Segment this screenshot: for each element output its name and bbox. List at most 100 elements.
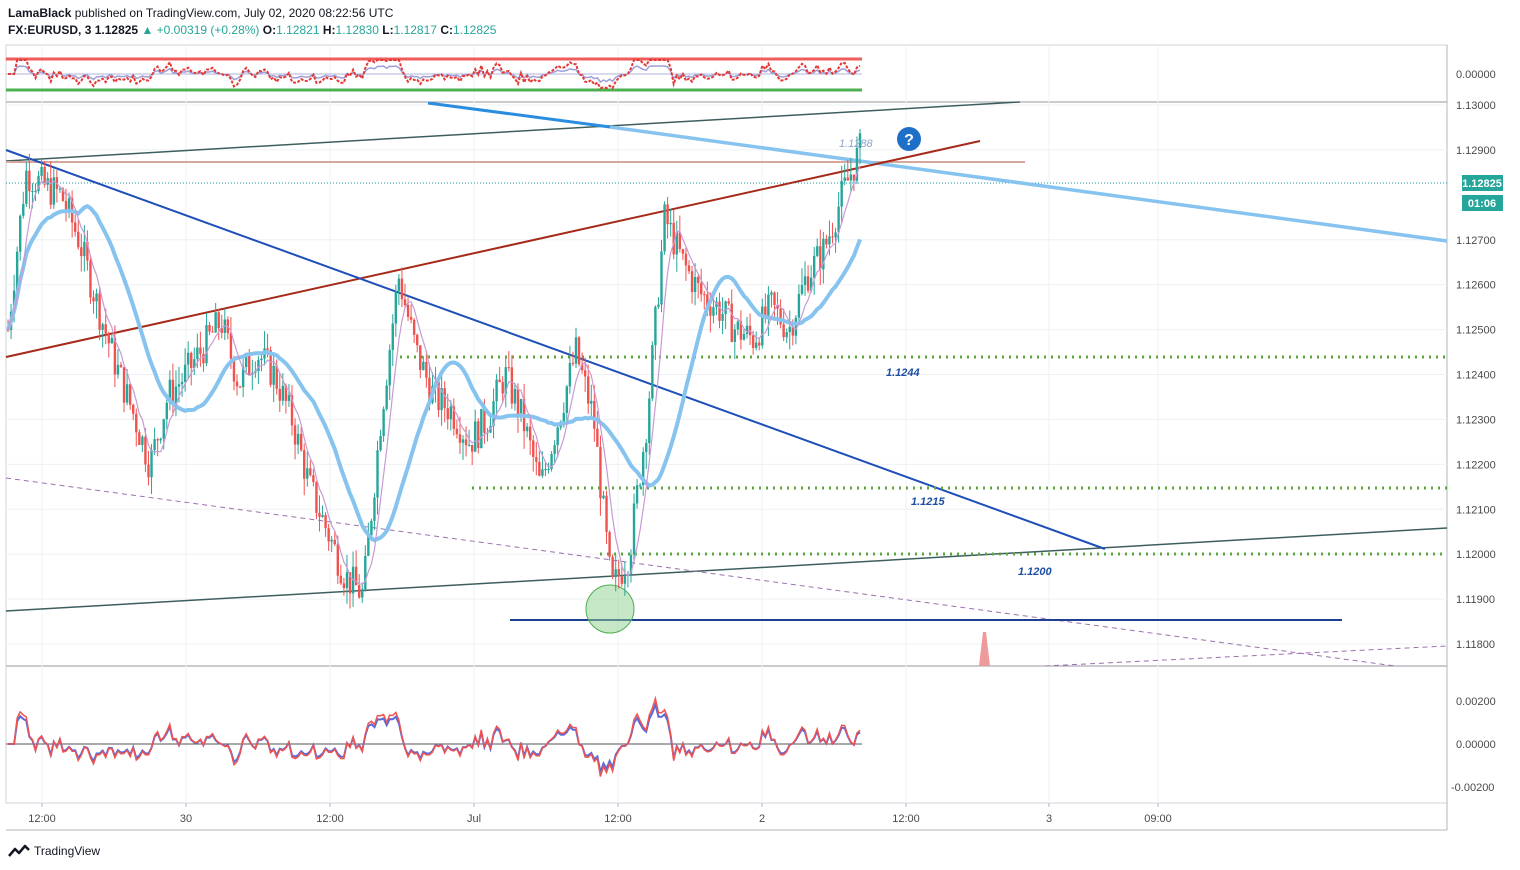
- osc2-tick-label: -0.00200: [1451, 782, 1494, 794]
- candle-body: [266, 348, 269, 351]
- candle-body: [629, 554, 633, 575]
- candle-body: [437, 381, 440, 411]
- candle-body: [388, 349, 391, 386]
- candle-body: [669, 222, 672, 225]
- publish-info: LamaBlack published on TradingView.com, …: [8, 6, 393, 20]
- candle-body: [843, 177, 846, 181]
- channel-lower-line[interactable]: [5, 527, 1448, 612]
- countdown-tag-text: 01:06: [1468, 198, 1496, 210]
- candle-body: [122, 367, 126, 403]
- candle-body: [767, 294, 770, 319]
- candle-body: [446, 408, 449, 420]
- candle-body: [855, 147, 859, 181]
- candle-body: [696, 277, 700, 284]
- candle-body: [483, 408, 486, 433]
- candle-body: [504, 367, 507, 394]
- candle-body: [754, 342, 758, 348]
- candle-body: [547, 468, 550, 470]
- channel-upper-line[interactable]: [5, 101, 1021, 162]
- candle-body: [770, 292, 773, 295]
- tradingview-logo[interactable]: TradingView: [8, 844, 100, 858]
- candle-body: [666, 204, 669, 225]
- price-tick-label: 1.12100: [1456, 504, 1496, 516]
- candle-body: [819, 246, 822, 270]
- blue-descending-trendline[interactable]: [5, 149, 1106, 550]
- candle-body: [339, 575, 343, 584]
- ohlc-legend: FX:EURUSD, 3 1.12825 ▲ +0.00319 (+0.28%)…: [8, 23, 497, 37]
- candle-body: [67, 198, 71, 211]
- candle-body: [373, 497, 376, 521]
- candle-body: [706, 294, 709, 307]
- purple-dashed-line-2[interactable]: [1044, 645, 1448, 667]
- candle-body: [461, 439, 465, 443]
- blue-trend-top[interactable]: [427, 101, 611, 129]
- candle-body: [77, 231, 80, 248]
- candle-body: [269, 350, 272, 385]
- close-value: 1.12825: [452, 23, 497, 37]
- candle-body: [391, 323, 394, 350]
- candle-body: [333, 539, 336, 545]
- time-tick-label: 09:00: [1144, 813, 1172, 825]
- time-tick-label: 3: [1046, 813, 1052, 825]
- candle-body: [690, 271, 694, 293]
- candle-body: [22, 203, 25, 216]
- purple-dashed-line[interactable]: [5, 477, 1396, 667]
- candle-body: [693, 277, 697, 293]
- candle-body: [809, 277, 813, 291]
- candle-body: [419, 345, 422, 370]
- candle-body: [654, 306, 657, 346]
- highlight-circle[interactable]: [585, 584, 635, 634]
- candle-body: [580, 364, 584, 371]
- author-name[interactable]: LamaBlack: [8, 6, 72, 20]
- candle-body: [217, 312, 220, 329]
- price-axis[interactable]: 1.13000 1.12900 1.12700 1.12600 1.12500 1.124…: [1451, 69, 1496, 794]
- candle-body: [83, 241, 86, 257]
- price-tick-label: 1.12900: [1456, 145, 1496, 157]
- question-icon[interactable]: ?: [897, 127, 921, 151]
- candle-body: [516, 388, 520, 417]
- time-tick-label: 12:00: [28, 813, 56, 825]
- event-marker[interactable]: [979, 632, 990, 666]
- level-label-1244: 1.1244: [886, 367, 920, 379]
- candle-body: [379, 436, 382, 451]
- high-label: H:: [322, 23, 336, 37]
- time-tick-label: 12:00: [316, 813, 344, 825]
- candle-body: [571, 362, 575, 364]
- candle-body: [474, 421, 477, 452]
- candle-body: [214, 312, 217, 333]
- candle-body: [764, 306, 767, 319]
- last-price: 1.12825: [94, 23, 139, 37]
- symbol-label[interactable]: FX:EURUSD: [8, 23, 79, 37]
- red-trendline[interactable]: [5, 140, 981, 358]
- candle-body: [199, 347, 202, 354]
- candle-body: [761, 306, 764, 346]
- time-tick-label: 30: [180, 813, 192, 825]
- osc-tick-label: 0.00000: [1456, 69, 1496, 81]
- candle-body: [278, 388, 281, 401]
- candle-body: [794, 317, 798, 336]
- candle-body: [25, 170, 28, 204]
- candle-body: [675, 232, 678, 255]
- candle-body: [672, 222, 675, 255]
- candle-body: [367, 535, 370, 556]
- publish-text: published on TradingView.com, July 02, 2…: [74, 6, 394, 20]
- candle-body: [538, 461, 541, 476]
- time-tick-label: Jul: [467, 813, 481, 825]
- candle-body: [577, 337, 581, 365]
- candle-body: [791, 326, 795, 336]
- tradingview-icon: [8, 844, 30, 857]
- candle-body: [281, 385, 285, 401]
- candle-body: [95, 293, 98, 302]
- price-tick-label: 1.12600: [1456, 280, 1496, 292]
- light-blue-trendline[interactable]: [609, 125, 1448, 243]
- candle-body: [678, 232, 682, 250]
- candle-body: [501, 382, 504, 394]
- candle-body: [562, 412, 565, 422]
- candle-body: [37, 175, 40, 191]
- candle-body: [92, 297, 95, 302]
- price-tick-label: 1.12400: [1456, 370, 1496, 382]
- candle-body: [657, 304, 660, 307]
- time-axis[interactable]: 12:00 30 12:00 Jul 12:00 2 12:00 3 09:00: [28, 803, 1172, 825]
- candle-body: [422, 361, 425, 370]
